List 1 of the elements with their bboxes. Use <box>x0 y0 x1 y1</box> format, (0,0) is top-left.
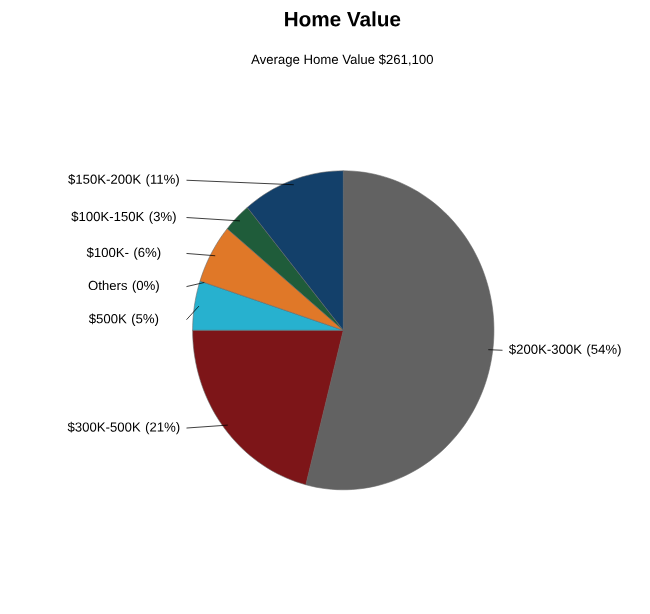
chart-title: Home Value <box>285 11 401 27</box>
